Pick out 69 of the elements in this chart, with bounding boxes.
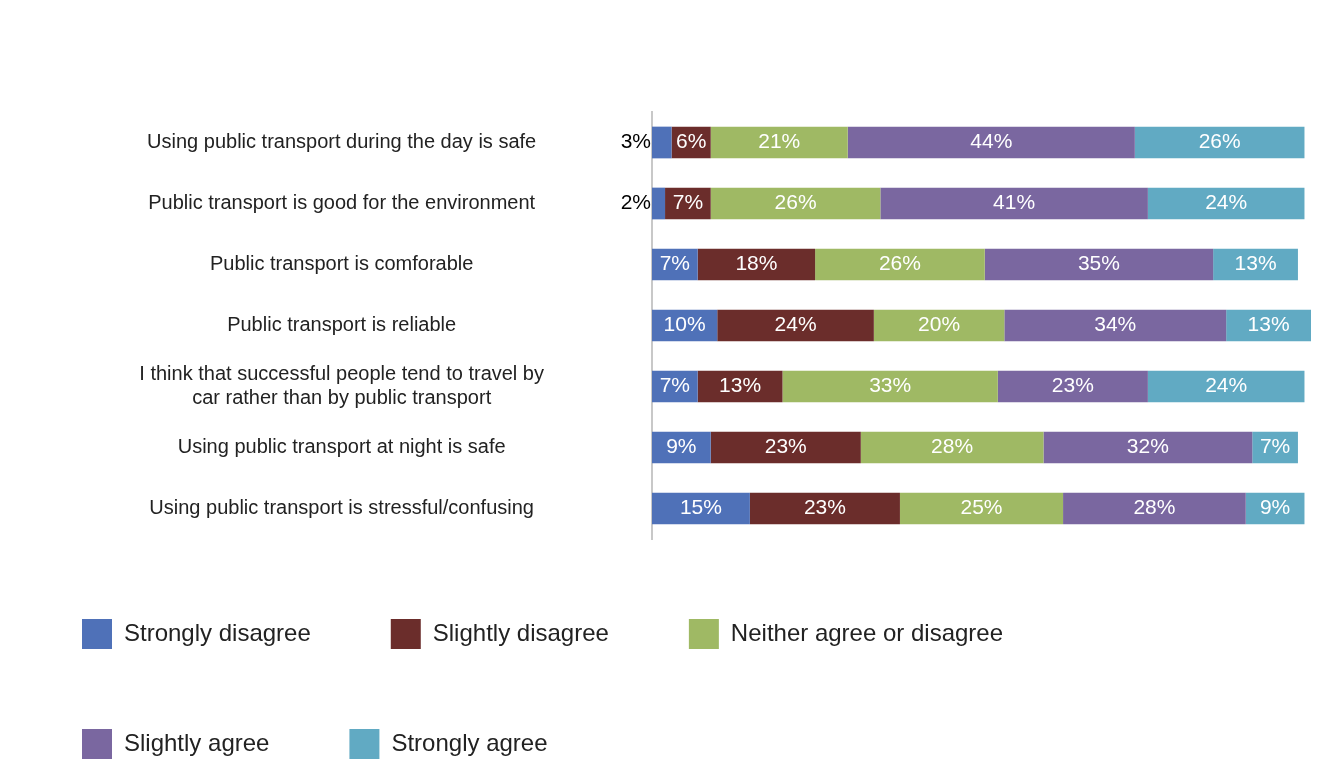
data-label: 7% bbox=[659, 373, 691, 397]
data-label: 34% bbox=[1094, 312, 1137, 336]
y-tick-label: Public transport is good for the environment bbox=[148, 191, 536, 214]
y-tick-label: Using public transport is stressful/confusing bbox=[149, 496, 534, 519]
data-label: 28% bbox=[931, 434, 974, 458]
bar bbox=[880, 187, 1148, 220]
data-label: 26% bbox=[1198, 129, 1241, 153]
data-label: 3% bbox=[620, 129, 651, 153]
data-label: 21% bbox=[758, 129, 801, 153]
data-label: 6% bbox=[675, 129, 707, 153]
legend-label: Strongly disagree bbox=[124, 618, 311, 646]
data-label: 24% bbox=[1205, 373, 1248, 397]
data-label: 7% bbox=[672, 190, 704, 214]
data-label: 25% bbox=[960, 495, 1003, 519]
legend-label: Strongly agree bbox=[391, 728, 548, 756]
y-tick-label: Public transport is reliable bbox=[227, 313, 457, 336]
data-label: 10% bbox=[663, 312, 706, 336]
data-label: 26% bbox=[878, 251, 921, 275]
bar bbox=[984, 248, 1214, 281]
bar bbox=[860, 431, 1044, 464]
y-tick-label: I think that successful people tend to travel by car rather than by public transport bbox=[139, 362, 544, 409]
legend-label: Neither agree or disagree bbox=[730, 618, 1004, 646]
data-label: 41% bbox=[993, 190, 1036, 214]
data-label: 13% bbox=[719, 373, 762, 397]
data-label: 18% bbox=[735, 251, 778, 275]
legend-label: Slightly disagree bbox=[432, 618, 609, 646]
data-label: 20% bbox=[918, 312, 961, 336]
y-tick-label: Public transport is comforable bbox=[209, 252, 474, 275]
data-label: 7% bbox=[659, 251, 691, 275]
y-tick-label: Using public transport during the day is safe bbox=[147, 130, 537, 153]
bar bbox=[717, 309, 874, 342]
data-label: 15% bbox=[679, 495, 722, 519]
bar bbox=[1134, 126, 1305, 159]
bar bbox=[1004, 309, 1227, 342]
bar bbox=[847, 126, 1135, 159]
data-label: 44% bbox=[970, 129, 1013, 153]
legend-label: Slightly agree bbox=[124, 728, 270, 756]
bar bbox=[997, 370, 1148, 403]
bar bbox=[652, 187, 666, 220]
data-label: 13% bbox=[1234, 251, 1277, 275]
bar bbox=[1147, 187, 1305, 220]
bar bbox=[815, 248, 985, 281]
bar bbox=[899, 492, 1064, 525]
data-label: 2% bbox=[620, 190, 651, 214]
bar bbox=[1043, 431, 1253, 464]
bar bbox=[749, 492, 900, 525]
bar bbox=[652, 126, 672, 159]
data-label: 23% bbox=[803, 495, 846, 519]
data-label: 28% bbox=[1133, 495, 1176, 519]
bar bbox=[782, 370, 998, 403]
data-label: 35% bbox=[1077, 251, 1120, 275]
bar bbox=[1063, 492, 1246, 525]
bar bbox=[710, 187, 881, 220]
data-label: 24% bbox=[774, 312, 817, 336]
data-label: 32% bbox=[1126, 434, 1169, 458]
data-label: 33% bbox=[869, 373, 912, 397]
bar bbox=[710, 126, 848, 159]
data-label: 23% bbox=[1051, 373, 1094, 397]
data-label: 9% bbox=[1259, 495, 1291, 519]
bar bbox=[1147, 370, 1305, 403]
data-label: 24% bbox=[1205, 190, 1248, 214]
data-label: 9% bbox=[666, 434, 697, 458]
data-label: 26% bbox=[774, 190, 817, 214]
data-label: 13% bbox=[1247, 312, 1290, 336]
data-label: 7% bbox=[1259, 434, 1291, 458]
bar bbox=[873, 309, 1005, 342]
bar bbox=[710, 431, 861, 464]
y-tick-label: Using public transport at night is safe bbox=[177, 435, 506, 458]
data-label: 23% bbox=[764, 434, 807, 458]
